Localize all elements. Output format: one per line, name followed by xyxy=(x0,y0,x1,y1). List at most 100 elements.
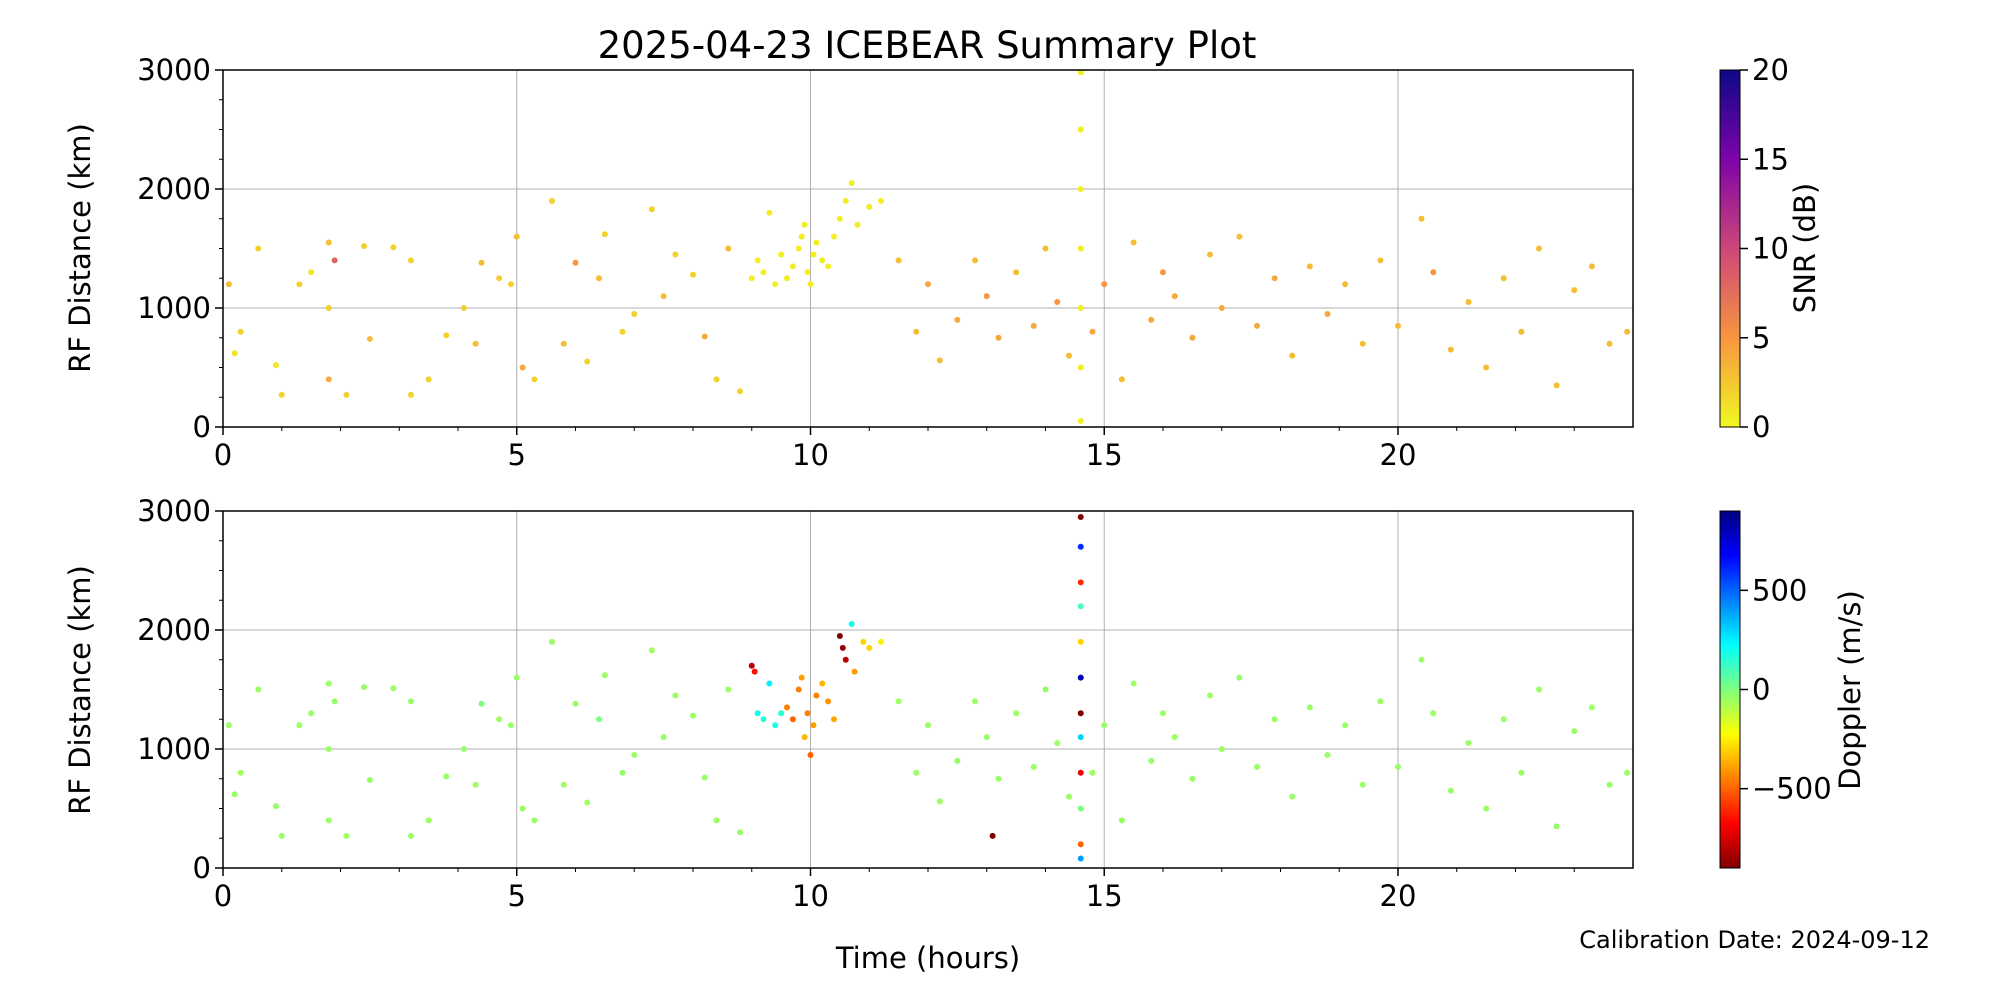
bottom-scatter-point xyxy=(549,638,555,645)
top-scatter-point xyxy=(619,328,626,335)
doppler-panel: 0 5 10 15 20 0 1000 2000 3000 RF Distance (km) T… xyxy=(63,494,1634,975)
doppler-colorbar-tick-label: −500 xyxy=(1752,772,1832,806)
doppler-colorbar: −500 0 500 Doppler (m/s) xyxy=(1719,510,1867,869)
bottom-scatter-point xyxy=(560,781,567,788)
top-scatter-point xyxy=(519,364,526,371)
top-scatter-point xyxy=(601,231,608,238)
top-scatter-point xyxy=(1430,269,1437,276)
bottom-scatter-point xyxy=(255,686,262,693)
top-scatter-point xyxy=(648,206,655,213)
top-scatter-point xyxy=(560,340,567,347)
top-x-tick-label: 0 xyxy=(214,438,232,472)
top-scatter-point xyxy=(754,257,761,264)
bottom-scatter-point xyxy=(1054,740,1061,747)
top-scatter-point xyxy=(472,340,479,347)
bottom-scatter-point xyxy=(672,692,679,699)
bottom-scatter-point xyxy=(1571,728,1578,735)
doppler-colorbar-ticks: −500 0 500 xyxy=(1740,573,1832,806)
bottom-scatter-point xyxy=(778,710,785,717)
bottom-scatter-point xyxy=(1536,686,1542,693)
bottom-scatter-point xyxy=(296,722,303,729)
top-scatter-point xyxy=(331,257,338,264)
bottom-scatter-point xyxy=(766,680,773,687)
bottom-plot-frame xyxy=(222,510,1634,869)
bottom-scatter-point xyxy=(1042,686,1049,693)
bottom-scatter-point xyxy=(895,698,902,705)
bottom-scatter-point xyxy=(813,692,820,699)
top-scatter-point xyxy=(1536,245,1542,252)
bottom-scatter-point xyxy=(866,644,873,651)
bottom-scatter-point xyxy=(878,638,884,645)
bottom-scatter-point xyxy=(1207,692,1213,699)
bottom-scatter-point xyxy=(1118,817,1125,824)
bottom-scatter-point xyxy=(751,668,758,675)
top-scatter-point xyxy=(713,376,720,383)
snr-colorbar-tick-label: 5 xyxy=(1752,321,1770,355)
bottom-scatter-point xyxy=(954,757,961,764)
snr-colorbar-gradient xyxy=(1719,69,1741,428)
top-scatter-point xyxy=(1077,126,1084,133)
top-gridlines xyxy=(223,70,1633,427)
top-scatter-point xyxy=(325,239,332,246)
bottom-scatter-point xyxy=(425,817,432,824)
top-scatter-point xyxy=(460,305,467,311)
bottom-scatter-point xyxy=(1013,710,1020,717)
bottom-scatter-point xyxy=(1171,734,1178,741)
bottom-scatter-point xyxy=(772,722,779,729)
calibration-date-note: Calibration Date: 2024-09-12 xyxy=(1579,926,1930,954)
bottom-scatter-point xyxy=(325,746,332,752)
top-scatter-point xyxy=(995,334,1002,341)
top-scatter-point xyxy=(1054,299,1061,306)
bottom-scatter-point xyxy=(660,734,667,741)
bottom-x-tick-label: 15 xyxy=(1086,879,1123,913)
bottom-scatter-point xyxy=(631,751,638,758)
top-scatter-point xyxy=(1013,269,1020,276)
top-scatter-point xyxy=(1066,352,1072,359)
bottom-scatter-point xyxy=(513,674,520,681)
top-scatter-point xyxy=(425,376,432,383)
bottom-scatter-point xyxy=(1271,716,1278,723)
bottom-scatter-point xyxy=(443,773,450,780)
bottom-scatter-point xyxy=(784,704,790,711)
bottom-scatter-point xyxy=(1324,751,1331,758)
bottom-scatter-point xyxy=(325,680,332,687)
top-scatter-point xyxy=(496,275,503,282)
bottom-scatter-point xyxy=(839,644,846,651)
top-scatter-point xyxy=(972,257,978,264)
top-scatter-point xyxy=(748,275,755,282)
bottom-scatter-point xyxy=(690,712,696,719)
top-scatter-point xyxy=(848,180,855,187)
top-scatter-point xyxy=(1218,305,1225,311)
bottom-scatter-point xyxy=(1077,769,1084,776)
top-scatter-point xyxy=(255,245,262,252)
top-scatter-point xyxy=(1418,215,1425,222)
doppler-colorbar-gradient xyxy=(1719,510,1741,869)
top-scatter-point xyxy=(725,245,732,252)
snr-colorbar-tick-label: 0 xyxy=(1752,410,1770,444)
top-scatter-point xyxy=(1359,340,1366,347)
bottom-scatter-point xyxy=(331,698,338,705)
top-scatter-point xyxy=(672,251,679,258)
top-x-tick-label: 20 xyxy=(1380,438,1417,472)
bottom-scatter-point xyxy=(936,798,943,805)
top-scatter-point xyxy=(983,293,990,300)
top-scatter-point xyxy=(1518,328,1525,335)
top-plot-frame xyxy=(222,69,1634,428)
top-scatter-point xyxy=(1171,293,1178,300)
bottom-scatter-point xyxy=(1483,805,1490,812)
bottom-scatter-point xyxy=(531,817,538,824)
bottom-scatter-point xyxy=(1588,704,1595,711)
top-scatter-point xyxy=(895,257,902,264)
doppler-colorbar-tick-label: 500 xyxy=(1752,573,1807,607)
bottom-scatter-point xyxy=(1130,680,1137,687)
snr-colorbar-tick-label: 20 xyxy=(1752,53,1789,87)
bottom-scatter-point xyxy=(572,700,579,707)
top-scatter-point xyxy=(1030,322,1037,329)
bottom-y-tick-label: 2000 xyxy=(137,613,211,647)
top-scatter-point xyxy=(766,209,773,216)
bottom-scatter-point xyxy=(1342,722,1349,729)
top-y-tick-label: 3000 xyxy=(137,53,211,87)
bottom-scatter-point xyxy=(1077,710,1084,717)
bottom-scatter-point xyxy=(810,722,817,729)
bottom-scatter-point xyxy=(972,698,978,705)
